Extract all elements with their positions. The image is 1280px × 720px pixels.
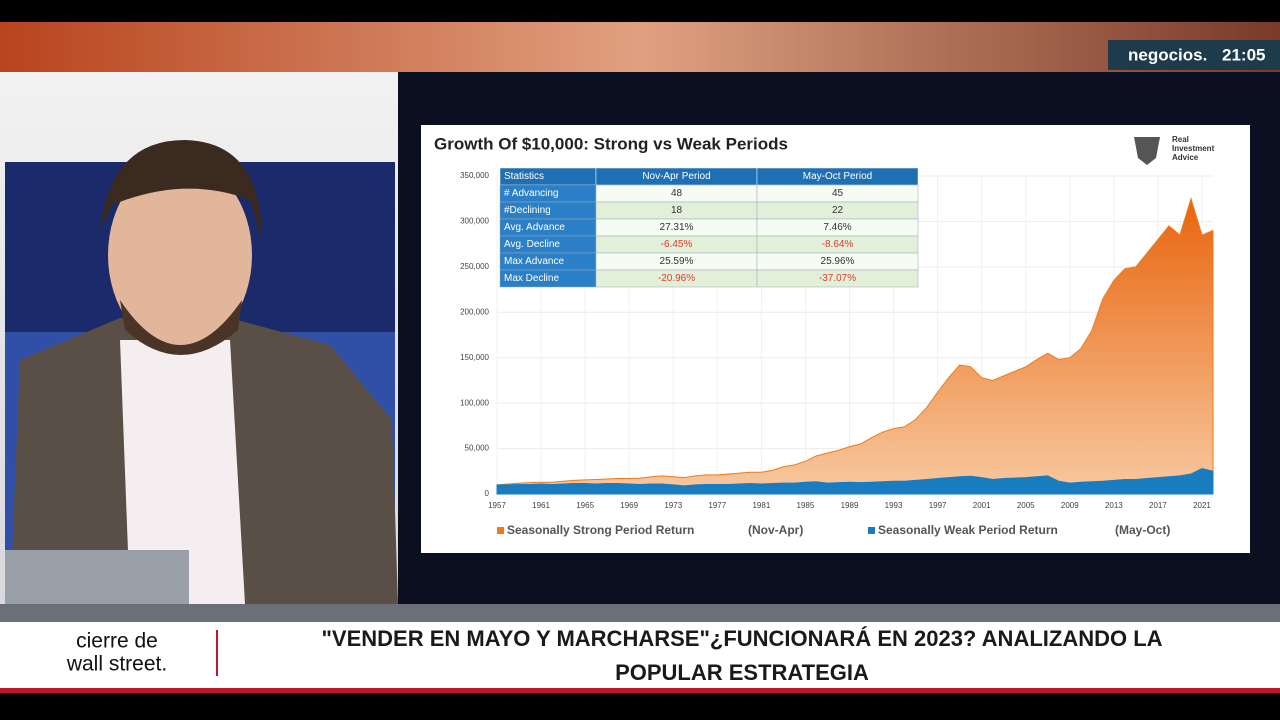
x-tick-label: 2013 (1105, 501, 1123, 510)
table-text: -8.64% (822, 239, 854, 250)
x-tick-label: 1985 (797, 501, 815, 510)
legend-swatch (868, 527, 875, 534)
show-name: cierre de (76, 630, 158, 653)
presenter-face (108, 160, 252, 350)
y-tick-label: 350,000 (460, 171, 489, 180)
area (496, 468, 1214, 495)
laptop (5, 550, 189, 604)
table-text: 25.96% (821, 256, 855, 267)
y-tick-label: 50,000 (465, 444, 490, 453)
x-tick-label: 1997 (929, 501, 947, 510)
y-tick-label: 100,000 (460, 398, 489, 407)
plot: 0 50,000 100,000 150,000 200,000 250,000 300,0… (460, 171, 1214, 537)
table-cell (756, 269, 919, 288)
table-text: -37.07% (819, 273, 856, 284)
clock: 21:05 (1222, 45, 1265, 64)
x-tick-label: 1969 (620, 501, 638, 510)
y-tick-label: 150,000 (460, 353, 489, 362)
presenter-hair (100, 140, 262, 240)
x-tick-label: 2001 (973, 501, 991, 510)
table-text: 45 (832, 188, 844, 199)
table-header: Statistics (504, 171, 544, 182)
y-tick-label: 0 (485, 489, 490, 498)
table-text: 18 (671, 205, 683, 216)
x-tick-label: 1973 (664, 501, 682, 510)
table-text: # Advancing (504, 188, 559, 199)
lower-third (0, 622, 1280, 690)
channel-bug (1108, 40, 1280, 70)
y-tick-label: 250,000 (460, 262, 489, 271)
logo-icon (1134, 137, 1160, 165)
area (496, 196, 1214, 495)
headline: POPULAR ESTRATEGIA (615, 660, 869, 685)
x-tick-label: 2005 (1017, 501, 1035, 510)
y-tick-label: 300,000 (460, 217, 489, 226)
logo-text: Real (1172, 135, 1189, 144)
x-tick-label: 2009 (1061, 501, 1079, 510)
legend-label: Seasonally Weak Period Return (878, 523, 1058, 537)
background-strip (0, 22, 1280, 72)
x-tick-label: 1957 (488, 501, 506, 510)
stats-table: Statistics Nov-Apr Period May-Oct Period # … (499, 167, 919, 288)
legend-label: Seasonally Strong Period Return (507, 523, 694, 537)
table-text: -20.96% (658, 273, 695, 284)
table-text: 22 (832, 205, 844, 216)
table-text: Max Advance (504, 256, 564, 267)
table-header: Nov-Apr Period (642, 171, 710, 182)
x-tick-label: 1961 (532, 501, 550, 510)
headline: "VENDER EN MAYO Y MARCHARSE"¿FUNCIONARÁ … (321, 626, 1162, 651)
table-text: Avg. Decline (504, 239, 560, 250)
table-header: May-Oct Period (803, 171, 872, 182)
legend-period: (Nov-Apr) (748, 523, 803, 537)
table-text: 27.31% (660, 222, 694, 233)
table-text: Max Decline (504, 273, 559, 284)
chart-title: Growth Of $10,000: Strong vs Weak Period… (434, 134, 788, 153)
logo-text: Advice (1172, 153, 1199, 162)
show-name: wall street. (66, 653, 167, 676)
table-text: 25.59% (660, 256, 694, 267)
presenter-beard (120, 300, 242, 355)
legend-period: (May-Oct) (1115, 523, 1170, 537)
x-tick-label: 1965 (576, 501, 594, 510)
lower-third-rule (0, 688, 1280, 693)
x-tick-label: 1977 (708, 501, 726, 510)
table-text: -6.45% (661, 239, 693, 250)
channel-name: negocios. (1128, 45, 1207, 64)
band-top (0, 604, 1280, 622)
x-tick-label: 1989 (841, 501, 859, 510)
table-text: 7.46% (823, 222, 851, 233)
x-tick-label: 2017 (1149, 501, 1167, 510)
x-tick-label: 1981 (752, 501, 770, 510)
legend-swatch (497, 527, 504, 534)
presenter-shirt (120, 340, 245, 604)
table-text: 48 (671, 188, 683, 199)
logo-text: Investment (1172, 144, 1215, 153)
table-text: Avg. Advance (504, 222, 565, 233)
x-tick-label: 2021 (1193, 501, 1211, 510)
y-tick-label: 200,000 (460, 307, 489, 316)
x-tick-label: 1993 (885, 501, 903, 510)
table-text: #Declining (504, 205, 551, 216)
